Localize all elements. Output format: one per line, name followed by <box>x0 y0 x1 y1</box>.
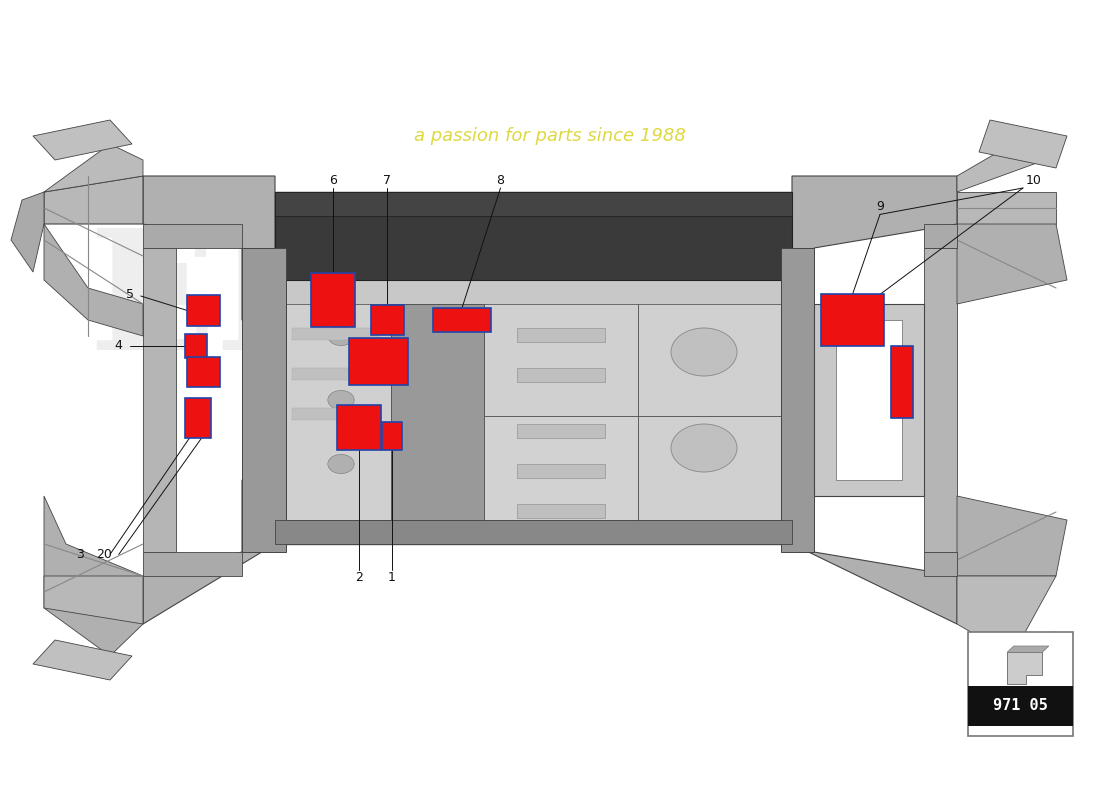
Bar <box>185 398 211 438</box>
Bar <box>433 308 491 332</box>
Text: 1: 1 <box>387 571 396 584</box>
Polygon shape <box>292 368 379 380</box>
Bar <box>349 338 408 385</box>
Polygon shape <box>143 248 176 552</box>
Bar <box>382 422 402 450</box>
Polygon shape <box>275 192 792 280</box>
Text: 9: 9 <box>876 200 884 213</box>
Polygon shape <box>979 120 1067 168</box>
Polygon shape <box>924 248 957 552</box>
Bar <box>968 632 1072 736</box>
Polygon shape <box>484 416 638 520</box>
Text: 5: 5 <box>125 288 134 301</box>
Polygon shape <box>814 304 924 496</box>
Polygon shape <box>44 176 143 224</box>
Text: 971 05: 971 05 <box>993 698 1047 714</box>
Polygon shape <box>390 304 484 520</box>
Bar <box>968 686 1072 726</box>
Bar <box>187 357 220 387</box>
Bar <box>517 368 605 382</box>
Polygon shape <box>11 192 44 272</box>
Polygon shape <box>292 408 379 420</box>
Bar <box>517 464 605 478</box>
Polygon shape <box>143 552 242 576</box>
Polygon shape <box>924 552 957 576</box>
Bar <box>311 273 355 327</box>
Polygon shape <box>143 176 275 320</box>
Polygon shape <box>924 224 957 248</box>
Polygon shape <box>836 320 902 480</box>
Text: 6: 6 <box>329 174 338 187</box>
Text: 3: 3 <box>76 548 85 561</box>
Text: 2: 2 <box>354 571 363 584</box>
Polygon shape <box>638 416 781 520</box>
Polygon shape <box>957 224 1067 304</box>
Polygon shape <box>484 304 638 416</box>
Polygon shape <box>957 192 1056 224</box>
Polygon shape <box>292 328 379 340</box>
Polygon shape <box>44 576 143 624</box>
Circle shape <box>328 390 354 410</box>
Polygon shape <box>242 248 286 552</box>
Polygon shape <box>957 576 1056 656</box>
Bar <box>185 334 207 358</box>
Polygon shape <box>44 224 143 336</box>
Bar <box>517 504 605 518</box>
Polygon shape <box>1008 646 1048 653</box>
Polygon shape <box>957 144 1045 192</box>
Bar <box>187 295 220 326</box>
Bar <box>371 305 404 335</box>
Text: 8: 8 <box>496 174 505 187</box>
Bar <box>821 294 884 346</box>
Bar <box>891 346 913 418</box>
Polygon shape <box>44 496 143 656</box>
Polygon shape <box>1008 653 1043 684</box>
Polygon shape <box>143 480 275 624</box>
Circle shape <box>671 328 737 376</box>
Polygon shape <box>275 192 792 216</box>
Polygon shape <box>781 248 814 552</box>
Polygon shape <box>957 496 1067 576</box>
Polygon shape <box>33 120 132 160</box>
Text: EDL: EDL <box>88 223 476 385</box>
Text: 20: 20 <box>97 548 112 561</box>
Circle shape <box>328 454 354 474</box>
Polygon shape <box>979 632 1067 680</box>
Text: 7: 7 <box>383 174 392 187</box>
Polygon shape <box>792 480 957 624</box>
Circle shape <box>328 326 354 346</box>
Text: 10: 10 <box>1026 174 1042 187</box>
Polygon shape <box>275 192 792 544</box>
Polygon shape <box>286 304 390 520</box>
Circle shape <box>671 424 737 472</box>
Polygon shape <box>143 224 242 248</box>
Text: 4: 4 <box>114 339 123 352</box>
Polygon shape <box>792 176 957 320</box>
Polygon shape <box>638 304 781 416</box>
Polygon shape <box>33 640 132 680</box>
Bar <box>517 424 605 438</box>
Bar <box>517 328 605 342</box>
Polygon shape <box>275 520 792 544</box>
Polygon shape <box>44 144 143 192</box>
Text: a passion for parts since 1988: a passion for parts since 1988 <box>414 127 686 145</box>
Bar <box>337 405 381 450</box>
